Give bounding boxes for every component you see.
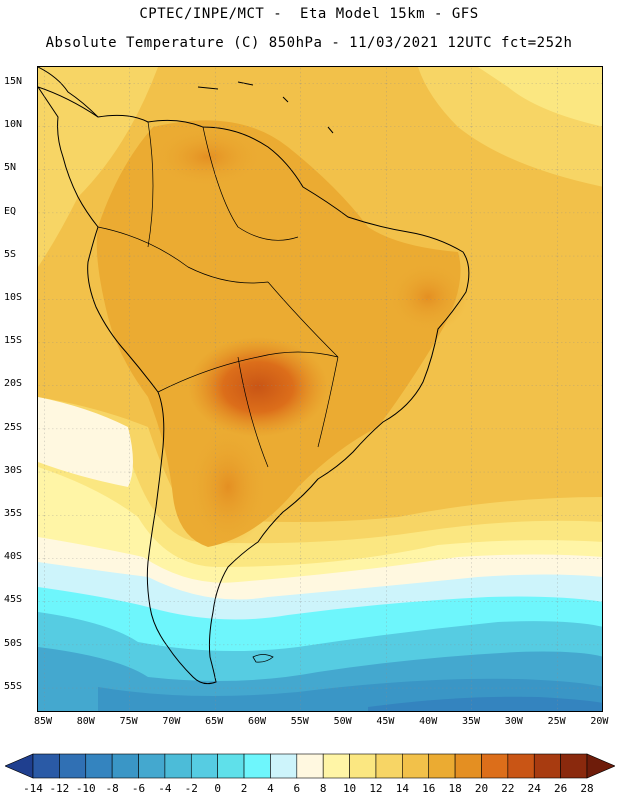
colorbar-swatch — [111, 753, 139, 779]
lon-label: 80W — [76, 716, 95, 727]
colorbar — [5, 753, 615, 779]
lat-label: 35S — [4, 508, 23, 519]
lat-label: 30S — [4, 464, 23, 476]
lat-label: 15S — [4, 335, 23, 347]
colorbar-swatch — [270, 753, 298, 779]
colorbar-tick-label: 28 — [580, 782, 594, 795]
colorbar-tick-label: 12 — [369, 782, 383, 795]
colorbar-swatch — [164, 753, 192, 779]
lat-label: EQ — [4, 205, 17, 217]
colorbar-tick-label: -14 — [23, 782, 43, 795]
colorbar-tick-label: 14 — [395, 782, 409, 795]
lon-label: 85W — [33, 716, 53, 727]
lat-label: 10N — [4, 119, 23, 131]
lon-label: 60W — [247, 716, 267, 727]
colorbar-swatch — [32, 753, 60, 779]
colorbar-tick-label: -10 — [75, 782, 96, 795]
lat-label: 55S — [4, 680, 23, 692]
lon-label: 55W — [290, 716, 309, 727]
colorbar-swatch — [560, 753, 588, 779]
lat-label: 45S — [4, 594, 23, 606]
colorbar-tick-label: 20 — [474, 782, 489, 795]
colorbar-tick-label: -2 — [184, 782, 198, 795]
map-canvas — [38, 67, 602, 711]
colorbar-tick-label: 0 — [214, 782, 221, 795]
lat-label: 40S — [4, 551, 23, 563]
lon-label: 30W — [504, 716, 523, 727]
colorbar-tick-label: 10 — [342, 782, 357, 795]
lat-label: 50S — [4, 637, 23, 649]
colorbar-swatch — [217, 753, 245, 779]
lon-label: 35W — [461, 716, 481, 727]
lat-label: 25S — [4, 421, 23, 433]
lon-label: 40W — [419, 716, 438, 727]
colorbar-swatch — [59, 753, 87, 779]
colorbar-swatch — [296, 753, 324, 779]
colorbar-swatch — [375, 753, 403, 779]
lon-label: 70W — [162, 716, 181, 727]
title-line-1: CPTEC/INPE/MCT - Eta Model 15km - GFS — [139, 6, 479, 22]
colorbar-tick-label: 6 — [293, 782, 301, 795]
lon-label: 75W — [119, 716, 138, 727]
lon-label: 20W — [590, 716, 609, 727]
colorbar-swatch — [138, 753, 166, 779]
colorbar-tick-label: 26 — [553, 782, 568, 795]
colorbar-tick-label: -4 — [158, 782, 172, 795]
lat-label: 5N — [4, 162, 17, 174]
colorbar-tick-label: 18 — [448, 782, 462, 795]
colorbar-swatch — [85, 753, 113, 779]
title-line-2: Absolute Temperature (C) 850hPa - 11/03/… — [45, 35, 573, 51]
colorbar-tick-label: 8 — [319, 782, 327, 795]
colorbar-swatch — [481, 753, 509, 779]
colorbar-swatch — [533, 753, 561, 779]
colorbar-swatch — [507, 753, 535, 779]
colorbar-swatch — [428, 753, 456, 779]
colorbar-tick-label: -12 — [49, 782, 70, 795]
colorbar-tick-label: 4 — [267, 782, 274, 795]
lon-label: 25W — [547, 716, 566, 727]
colorbar-swatch — [349, 753, 377, 779]
lon-label: 45W — [376, 716, 395, 727]
lat-label: 5S — [4, 248, 17, 260]
colorbar-tick-label: 22 — [501, 782, 515, 795]
colorbar-tick-label: -6 — [131, 782, 146, 795]
lat-label: 15N — [4, 76, 23, 87]
colorbar-arrow-low — [5, 753, 34, 779]
colorbar-swatch — [243, 753, 271, 779]
lat-label: 10S — [4, 292, 23, 303]
colorbar-swatch — [322, 753, 350, 779]
colorbar-tick-label: 16 — [422, 782, 436, 795]
lon-label: 65W — [205, 716, 224, 727]
temperature-map — [37, 66, 603, 712]
colorbar-swatch — [190, 753, 218, 779]
colorbar-tick-label: 2 — [240, 782, 248, 795]
colorbar-arrow-high — [586, 753, 615, 779]
colorbar-tick-label: 24 — [527, 782, 541, 795]
colorbar-swatch — [454, 753, 482, 779]
lat-lon-grid — [38, 67, 602, 711]
lat-label: 20S — [4, 378, 23, 390]
colorbar-tick-label: -8 — [105, 782, 119, 795]
lon-label: 50W — [333, 716, 352, 727]
colorbar-swatch — [402, 753, 430, 779]
